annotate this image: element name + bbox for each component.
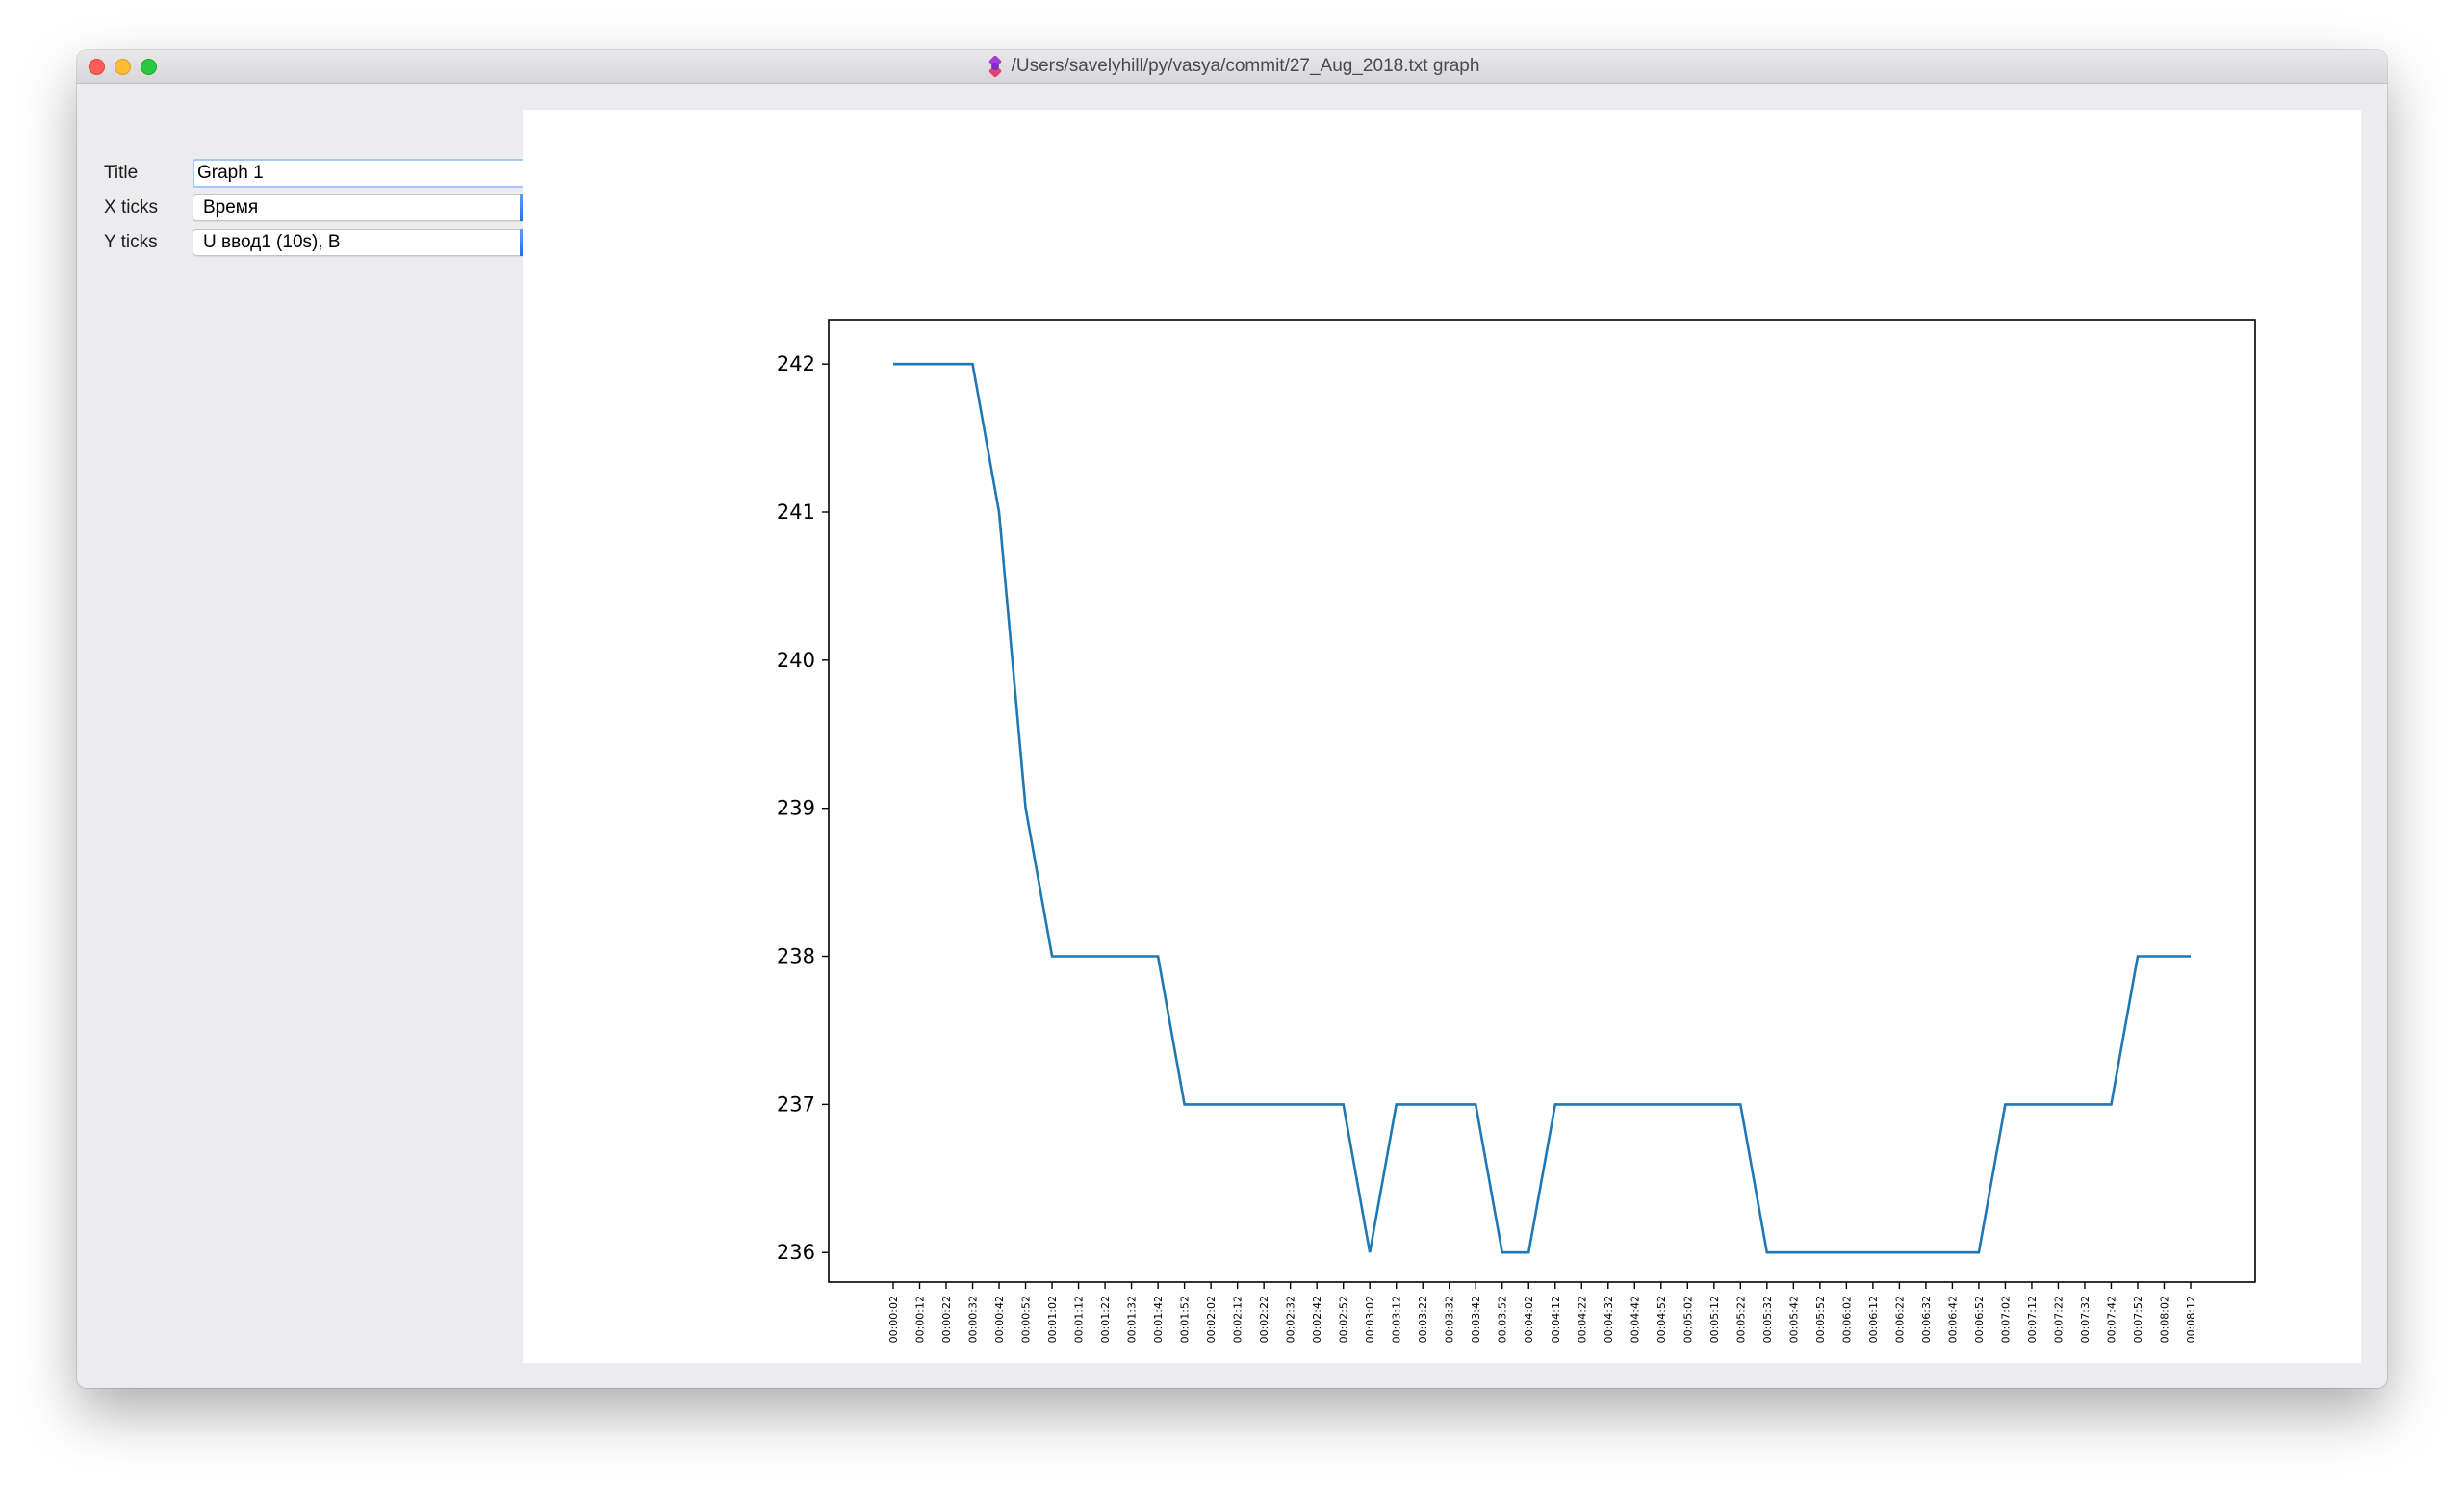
x-tick-label: 00:02:32 [1285, 1296, 1297, 1343]
settings-panel: Title X ticks Время Y ticks U ввод1 (10s… [77, 84, 523, 1388]
x-tick-label: 00:00:52 [1020, 1296, 1033, 1343]
xticks-row: X ticks Время [104, 193, 547, 222]
y-tick-label: 242 [777, 352, 815, 375]
x-tick-label: 00:03:52 [1497, 1296, 1509, 1343]
yticks-label: Y ticks [104, 232, 167, 253]
x-tick-label: 00:04:22 [1576, 1296, 1588, 1343]
title-row: Title [104, 159, 547, 188]
window-title: /Users/savelyhill/py/vasya/commit/27_Aug… [1012, 56, 1480, 77]
x-tick-label: 00:06:02 [1840, 1296, 1853, 1343]
x-tick-label: 00:00:12 [914, 1296, 927, 1343]
x-tick-label: 00:04:42 [1629, 1296, 1641, 1343]
x-tick-label: 00:05:12 [1708, 1296, 1721, 1343]
title-input[interactable] [192, 159, 541, 188]
x-tick-label: 00:02:02 [1205, 1296, 1218, 1343]
x-tick-label: 00:06:52 [1973, 1296, 1986, 1343]
x-tick-label: 00:07:42 [2105, 1296, 2118, 1343]
x-tick-label: 00:03:42 [1470, 1296, 1482, 1343]
y-tick-label: 237 [777, 1093, 815, 1116]
y-tick-label: 240 [777, 649, 815, 672]
window-title-area: /Users/savelyhill/py/vasya/commit/27_Aug… [77, 50, 2387, 83]
x-tick-label: 00:07:52 [2132, 1296, 2144, 1343]
x-tick-label: 00:00:32 [967, 1296, 980, 1343]
x-tick-label: 00:04:52 [1656, 1296, 1668, 1343]
x-tick-label: 00:03:32 [1444, 1296, 1456, 1343]
x-tick-label: 00:06:12 [1867, 1296, 1880, 1343]
x-tick-label: 00:05:22 [1734, 1296, 1747, 1343]
yticks-selected-value: U ввод1 (10s), В [203, 232, 341, 253]
x-tick-label: 00:01:52 [1179, 1296, 1192, 1343]
x-tick-label: 00:06:32 [1920, 1296, 1933, 1343]
xticks-label: X ticks [104, 197, 167, 219]
x-tick-label: 00:01:12 [1073, 1296, 1086, 1343]
x-tick-label: 00:05:02 [1681, 1296, 1694, 1343]
app-window: /Users/savelyhill/py/vasya/commit/27_Aug… [77, 50, 2387, 1388]
x-tick-label: 00:03:12 [1391, 1296, 1403, 1343]
y-tick-label: 236 [777, 1241, 815, 1264]
y-tick-label: 238 [777, 945, 815, 968]
line-chart: 236 237 238 239 240 241 242 00:00:02 00:00:12 00:… [523, 110, 2361, 1363]
plot-frame [829, 320, 2255, 1282]
plot-canvas: 236 237 238 239 240 241 242 00:00:02 00:00:12 00:… [523, 110, 2361, 1363]
x-tick-label: 00:06:22 [1893, 1296, 1906, 1343]
title-bar: /Users/savelyhill/py/vasya/commit/27_Aug… [77, 50, 2387, 84]
x-tick-label: 00:08:12 [2185, 1296, 2197, 1343]
xticks-selected-value: Время [203, 197, 258, 219]
y-tick-label: 239 [777, 797, 815, 820]
yticks-select[interactable]: U ввод1 (10s), В [192, 229, 541, 256]
x-tick-label: 00:00:22 [940, 1296, 953, 1343]
x-tick-label: 00:07:22 [2052, 1296, 2065, 1343]
xticks-select[interactable]: Время [192, 194, 541, 221]
y-tick-label: 241 [777, 501, 815, 524]
title-label: Title [104, 163, 167, 184]
x-tick-label: 00:07:32 [2079, 1296, 2092, 1343]
python-file-icon [985, 56, 1006, 77]
x-tick-label: 00:05:52 [1814, 1296, 1827, 1343]
x-tick-label: 00:03:22 [1417, 1296, 1429, 1343]
x-tick-label: 00:07:02 [1999, 1296, 2012, 1343]
yticks-row: Y ticks U ввод1 (10s), В [104, 228, 547, 257]
x-tick-label: 00:04:12 [1550, 1296, 1562, 1343]
x-tick-label: 00:02:22 [1258, 1296, 1270, 1343]
x-tick-label: 00:01:02 [1046, 1296, 1059, 1343]
x-tick-label: 00:01:42 [1152, 1296, 1165, 1343]
x-tick-label: 00:02:42 [1311, 1296, 1323, 1343]
x-tick-label: 00:00:02 [887, 1296, 900, 1343]
x-tick-label: 00:02:12 [1232, 1296, 1245, 1343]
x-tick-label: 00:03:02 [1364, 1296, 1376, 1343]
x-tick-label: 00:01:22 [1099, 1296, 1112, 1343]
x-tick-label: 00:05:32 [1761, 1296, 1774, 1343]
x-tick-label: 00:01:32 [1126, 1296, 1139, 1343]
x-tick-label: 00:00:42 [993, 1296, 1006, 1343]
x-tick-label: 00:04:32 [1603, 1296, 1615, 1343]
x-tick-label: 00:04:02 [1523, 1296, 1535, 1343]
x-tick-label: 00:06:42 [1946, 1296, 1959, 1343]
x-tick-label: 00:07:12 [2026, 1296, 2039, 1343]
x-tick-label: 00:08:02 [2158, 1296, 2170, 1343]
x-tick-label: 00:02:52 [1338, 1296, 1350, 1343]
series-line [893, 364, 2191, 1252]
x-tick-label: 00:05:42 [1787, 1296, 1800, 1343]
